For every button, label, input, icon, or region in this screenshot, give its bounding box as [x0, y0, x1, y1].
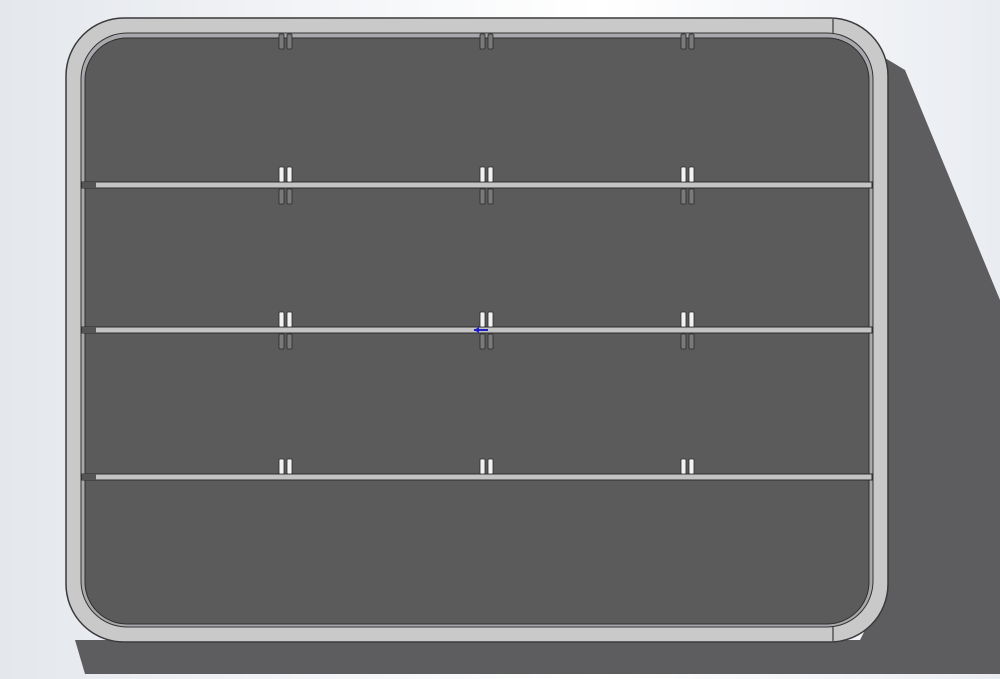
divider-end — [82, 327, 96, 333]
clip-tab — [479, 188, 486, 205]
clip-tab — [688, 166, 695, 183]
clip-tab — [680, 311, 687, 328]
clip-tab — [680, 333, 687, 350]
clip-tab — [286, 333, 293, 350]
clip-tab — [278, 333, 285, 350]
clip-tab — [688, 333, 695, 350]
origin-marker-icon — [474, 327, 488, 333]
clip-tab — [688, 458, 695, 475]
clip-tab — [479, 333, 486, 350]
divider-rail — [81, 473, 873, 481]
clip-tab — [479, 33, 486, 50]
clip-tab — [487, 188, 494, 205]
clip-tab — [286, 311, 293, 328]
clip-tab — [688, 33, 695, 50]
clip-tab — [680, 33, 687, 50]
clip-tab — [286, 458, 293, 475]
clip-tab — [479, 458, 486, 475]
clip-tab — [487, 311, 494, 328]
clip-tab — [487, 333, 494, 350]
clip-tab — [286, 166, 293, 183]
clip-tab — [278, 188, 285, 205]
clip-tab — [688, 311, 695, 328]
clip-tab — [278, 311, 285, 328]
divider-end — [82, 182, 96, 188]
divider-rail — [81, 181, 873, 189]
clip-tab — [479, 311, 486, 328]
clip-tab — [487, 33, 494, 50]
clip-tab — [278, 166, 285, 183]
clip-tab — [278, 33, 285, 50]
clip-tab — [286, 33, 293, 50]
clip-tab — [479, 166, 486, 183]
clip-tab — [278, 458, 285, 475]
clip-tab — [680, 188, 687, 205]
divider-end — [82, 474, 96, 480]
clip-tab — [680, 166, 687, 183]
clip-tab — [688, 188, 695, 205]
clip-tab — [680, 458, 687, 475]
clip-tab — [487, 166, 494, 183]
clip-tab — [487, 458, 494, 475]
model-shadow — [75, 55, 1000, 674]
clip-tab — [286, 188, 293, 205]
